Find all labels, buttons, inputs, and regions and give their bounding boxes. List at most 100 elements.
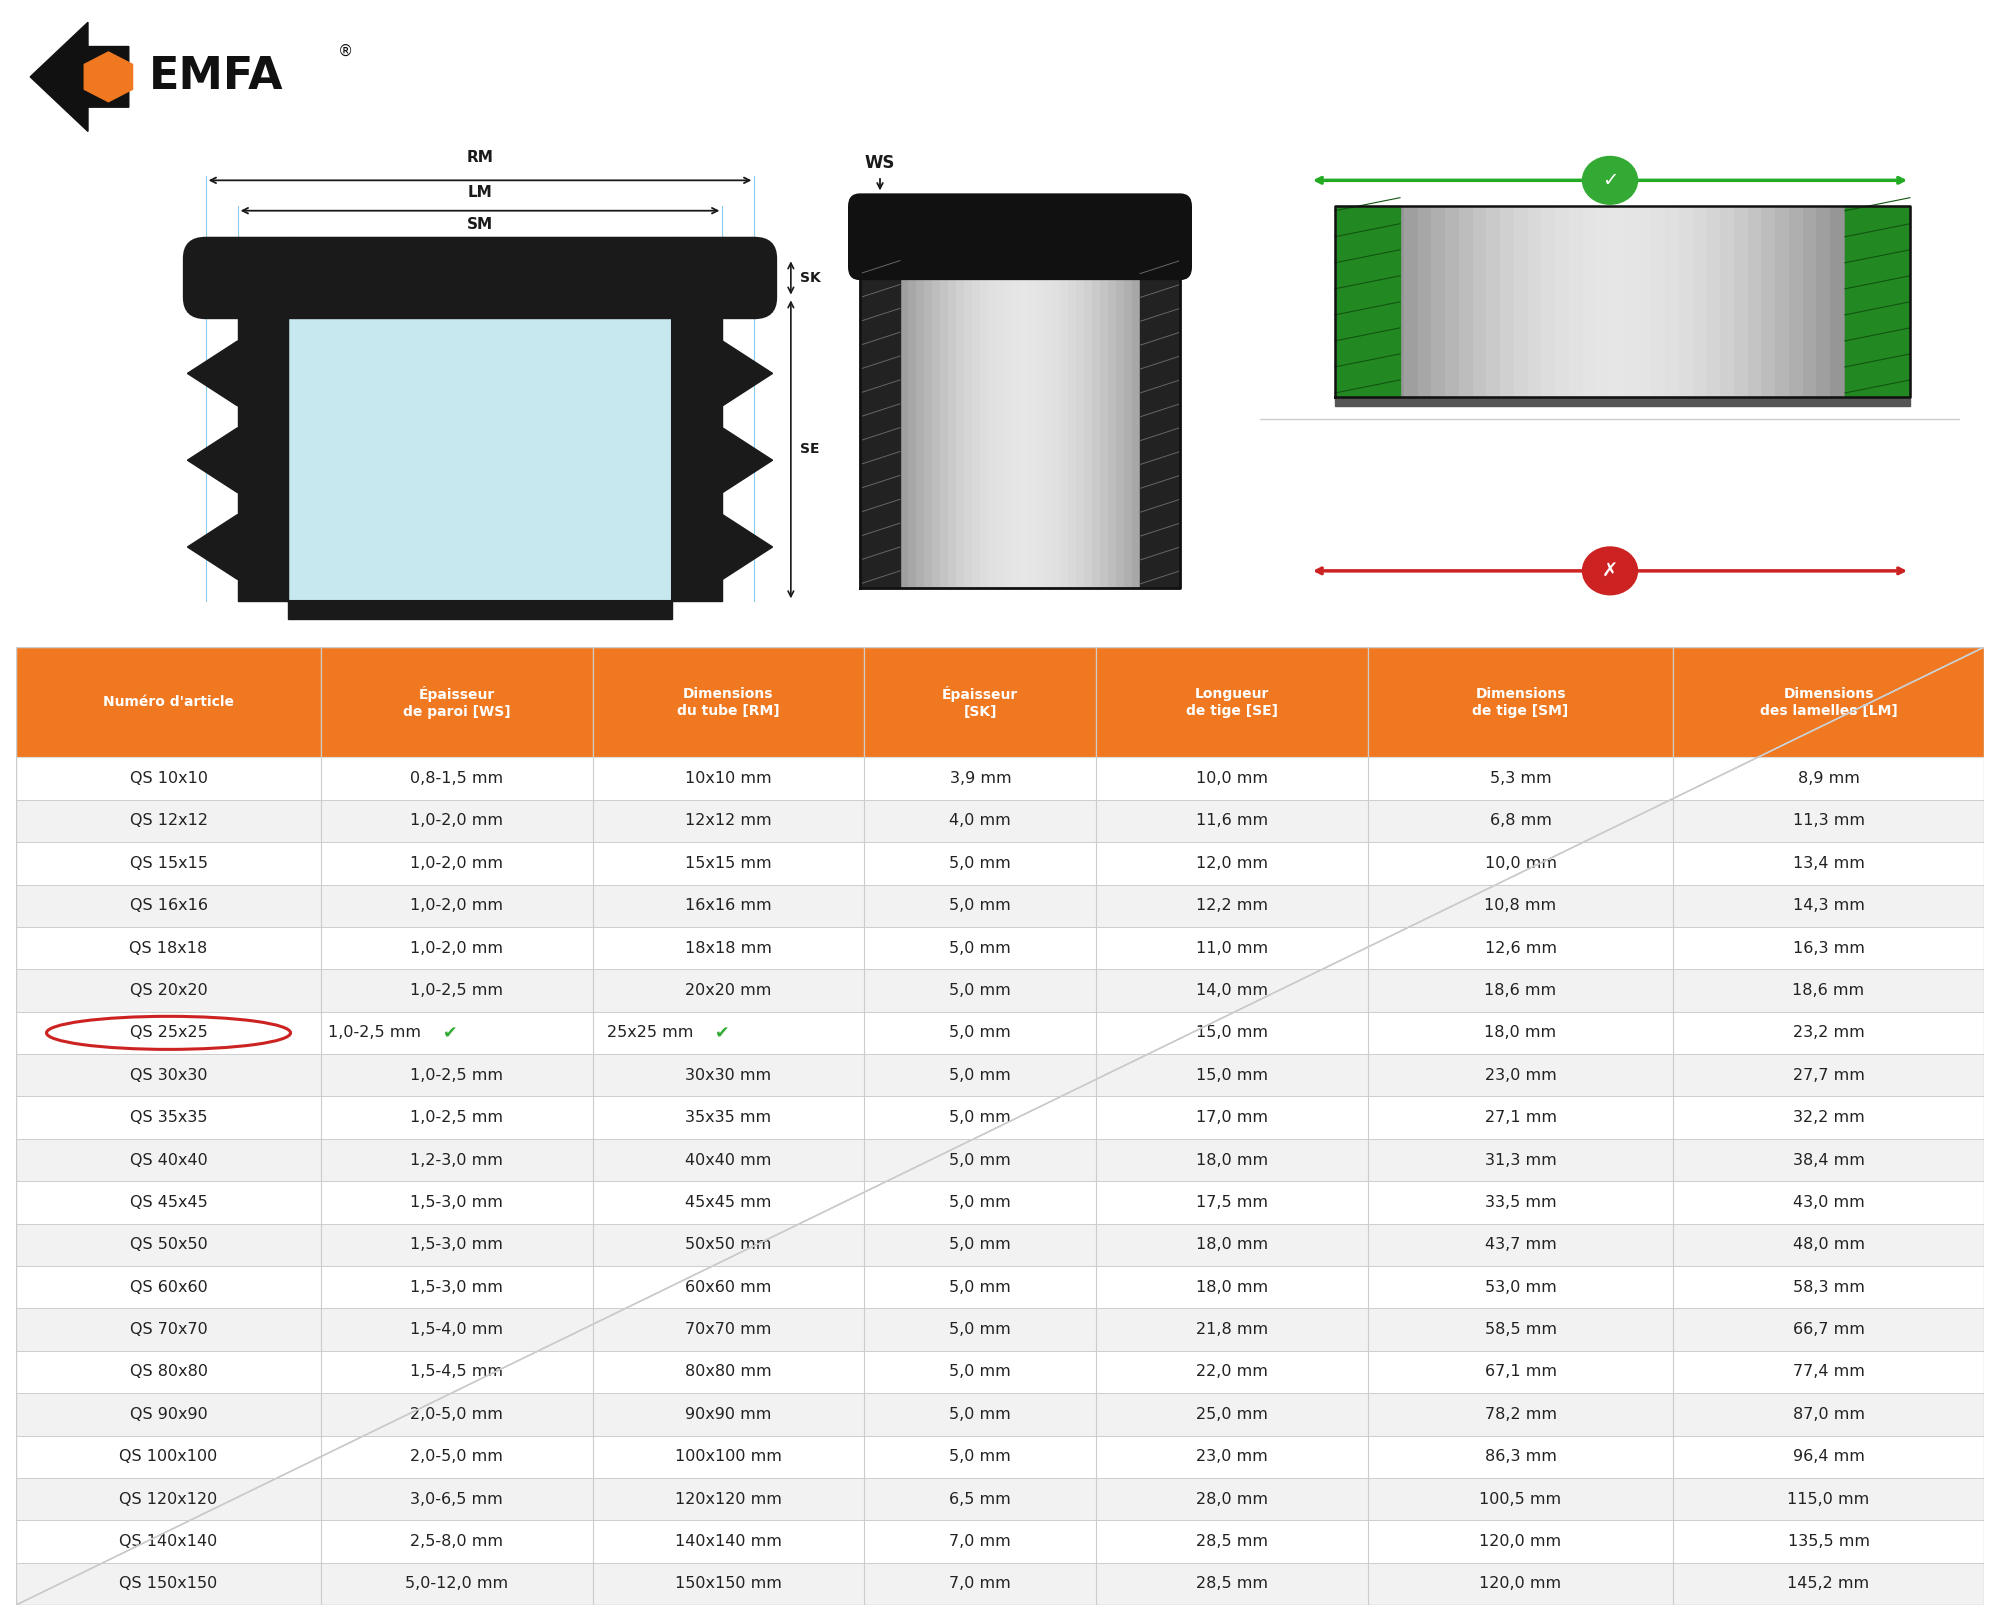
Text: QS 10x10: QS 10x10 xyxy=(130,772,208,786)
FancyBboxPatch shape xyxy=(592,1435,864,1477)
Bar xyxy=(1076,207,1084,589)
Bar xyxy=(1404,207,1418,398)
Text: 90x90 mm: 90x90 mm xyxy=(686,1406,772,1422)
Text: 1,0-2,0 mm: 1,0-2,0 mm xyxy=(410,856,504,870)
Text: 28,0 mm: 28,0 mm xyxy=(1196,1492,1268,1506)
FancyBboxPatch shape xyxy=(864,1351,1096,1393)
FancyBboxPatch shape xyxy=(592,1011,864,1053)
Text: LM: LM xyxy=(468,184,492,201)
Text: SK: SK xyxy=(800,270,820,285)
Text: 13,4 mm: 13,4 mm xyxy=(1792,856,1864,870)
Text: 35x35 mm: 35x35 mm xyxy=(686,1110,772,1125)
Text: 5,0 mm: 5,0 mm xyxy=(950,1196,1012,1210)
Text: 20x20 mm: 20x20 mm xyxy=(686,984,772,998)
FancyBboxPatch shape xyxy=(592,1393,864,1435)
Text: 1,0-2,5 mm: 1,0-2,5 mm xyxy=(410,1110,504,1125)
FancyBboxPatch shape xyxy=(1368,1097,1674,1139)
Text: WS: WS xyxy=(864,154,896,172)
FancyBboxPatch shape xyxy=(1674,885,1984,927)
FancyBboxPatch shape xyxy=(1674,1563,1984,1605)
FancyBboxPatch shape xyxy=(1674,1351,1984,1393)
Text: 66,7 mm: 66,7 mm xyxy=(1792,1322,1864,1336)
Text: 5,0 mm: 5,0 mm xyxy=(950,1322,1012,1336)
FancyBboxPatch shape xyxy=(322,885,592,927)
Bar xyxy=(1610,207,1624,398)
Text: QS 15x15: QS 15x15 xyxy=(130,856,208,870)
Text: 2,0-5,0 mm: 2,0-5,0 mm xyxy=(410,1450,504,1464)
FancyBboxPatch shape xyxy=(592,1139,864,1181)
FancyBboxPatch shape xyxy=(864,647,1096,757)
Text: 3,0-6,5 mm: 3,0-6,5 mm xyxy=(410,1492,504,1506)
FancyBboxPatch shape xyxy=(1096,927,1368,969)
FancyBboxPatch shape xyxy=(1096,1223,1368,1265)
FancyBboxPatch shape xyxy=(592,1351,864,1393)
FancyBboxPatch shape xyxy=(322,1435,592,1477)
Bar xyxy=(908,207,916,589)
FancyBboxPatch shape xyxy=(864,1521,1096,1563)
FancyBboxPatch shape xyxy=(16,757,322,799)
Text: 5,0 mm: 5,0 mm xyxy=(950,940,1012,956)
FancyBboxPatch shape xyxy=(864,969,1096,1011)
FancyBboxPatch shape xyxy=(322,1223,592,1265)
Bar xyxy=(1148,207,1156,589)
Bar xyxy=(1528,207,1542,398)
FancyBboxPatch shape xyxy=(322,1011,592,1053)
FancyBboxPatch shape xyxy=(864,927,1096,969)
Bar xyxy=(1124,207,1132,589)
Bar xyxy=(1172,207,1180,589)
Polygon shape xyxy=(288,602,672,618)
FancyBboxPatch shape xyxy=(1368,647,1674,757)
FancyBboxPatch shape xyxy=(1674,841,1984,885)
FancyBboxPatch shape xyxy=(16,1521,322,1563)
Text: 150x150 mm: 150x150 mm xyxy=(674,1576,782,1592)
FancyBboxPatch shape xyxy=(592,885,864,927)
Text: 10,0 mm: 10,0 mm xyxy=(1196,772,1268,786)
Text: 18,6 mm: 18,6 mm xyxy=(1792,984,1864,998)
Text: 2,0-5,0 mm: 2,0-5,0 mm xyxy=(410,1406,504,1422)
FancyBboxPatch shape xyxy=(864,885,1096,927)
Text: 33,5 mm: 33,5 mm xyxy=(1484,1196,1556,1210)
Bar xyxy=(1500,207,1514,398)
Text: 5,0 mm: 5,0 mm xyxy=(950,1450,1012,1464)
Text: 5,0 mm: 5,0 mm xyxy=(950,1364,1012,1380)
Bar xyxy=(1844,207,1858,398)
FancyBboxPatch shape xyxy=(1096,1393,1368,1435)
FancyBboxPatch shape xyxy=(1674,1435,1984,1477)
Bar xyxy=(900,207,908,589)
FancyBboxPatch shape xyxy=(592,1477,864,1521)
Text: 5,0 mm: 5,0 mm xyxy=(950,1068,1012,1082)
FancyBboxPatch shape xyxy=(322,1309,592,1351)
Bar xyxy=(1362,207,1376,398)
FancyBboxPatch shape xyxy=(864,1223,1096,1265)
Text: 5,0 mm: 5,0 mm xyxy=(950,1406,1012,1422)
FancyBboxPatch shape xyxy=(1368,757,1674,799)
FancyBboxPatch shape xyxy=(288,290,672,602)
FancyBboxPatch shape xyxy=(322,1393,592,1435)
Bar xyxy=(1802,207,1816,398)
Text: 2,5-8,0 mm: 2,5-8,0 mm xyxy=(410,1534,504,1548)
Text: 100,5 mm: 100,5 mm xyxy=(1480,1492,1562,1506)
Text: 21,8 mm: 21,8 mm xyxy=(1196,1322,1268,1336)
FancyBboxPatch shape xyxy=(322,969,592,1011)
FancyBboxPatch shape xyxy=(1096,1309,1368,1351)
Bar xyxy=(1092,207,1100,589)
Text: 43,7 mm: 43,7 mm xyxy=(1484,1238,1556,1252)
FancyBboxPatch shape xyxy=(322,647,592,757)
FancyBboxPatch shape xyxy=(1368,1265,1674,1309)
FancyBboxPatch shape xyxy=(864,1477,1096,1521)
Text: ✗: ✗ xyxy=(1602,561,1618,581)
FancyBboxPatch shape xyxy=(1674,927,1984,969)
Bar xyxy=(1156,207,1164,589)
FancyBboxPatch shape xyxy=(1368,969,1674,1011)
FancyBboxPatch shape xyxy=(1368,1139,1674,1181)
Bar xyxy=(892,207,900,589)
Bar xyxy=(1830,207,1844,398)
Text: ✓: ✓ xyxy=(1602,172,1618,189)
Bar xyxy=(1044,207,1052,589)
FancyBboxPatch shape xyxy=(182,236,778,319)
FancyBboxPatch shape xyxy=(1368,1011,1674,1053)
Polygon shape xyxy=(722,427,772,493)
Text: ✔: ✔ xyxy=(438,1024,458,1042)
FancyBboxPatch shape xyxy=(1368,1521,1674,1563)
FancyBboxPatch shape xyxy=(1368,927,1674,969)
